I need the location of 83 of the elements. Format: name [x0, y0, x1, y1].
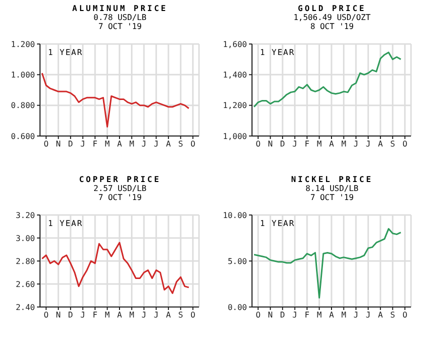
annotation: 1 YEAR — [260, 219, 295, 228]
y-tick-label: 1,400 — [222, 70, 248, 80]
x-tick-label: D — [280, 310, 286, 320]
x-tick-label: N — [268, 310, 273, 320]
x-tick-label: F — [92, 140, 98, 149]
chart-subtitle: 0.78 USD/LB 7 OCT '19 — [92, 13, 148, 31]
chart-title: GOLD PRICE — [296, 4, 368, 13]
x-tick-label: O — [402, 310, 408, 320]
x-tick-label: A — [329, 310, 334, 320]
x-tick-label: J — [354, 310, 358, 320]
x-tick-label: F — [92, 310, 98, 320]
annotation: 1 YEAR — [48, 48, 83, 57]
x-tick-label: J — [154, 140, 159, 149]
x-tick-label: M — [341, 140, 346, 149]
x-tick-label: M — [316, 310, 322, 320]
x-tick-label: O — [256, 310, 261, 320]
chart-title: ALUMINUM PRICE — [71, 4, 169, 13]
y-tick-label: 1,600 — [222, 40, 248, 49]
x-tick-label: A — [378, 310, 384, 320]
y-tick-label: 2.60 — [16, 280, 36, 289]
annotation: 1 YEAR — [48, 219, 83, 228]
x-tick-label: A — [166, 140, 172, 149]
x-tick-label: M — [129, 140, 134, 149]
x-tick-label: A — [117, 310, 122, 320]
y-tick-label: 3.20 — [16, 210, 36, 220]
annotation: 1 YEAR — [260, 48, 295, 57]
x-tick-label: O — [44, 310, 49, 320]
chart-title: NICKEL PRICE — [290, 175, 374, 184]
x-tick-label: J — [142, 140, 146, 149]
chart-subtitle: 2.57 USD/LB 7 OCT '19 — [92, 184, 148, 202]
y-tick-label: 2.80 — [16, 256, 36, 266]
x-tick-label: A — [166, 310, 172, 320]
chart-subtitle: 8.14 USD/LB 7 OCT '19 — [304, 184, 360, 202]
line-series — [41, 242, 190, 294]
y-tick-label: 0.00 — [228, 302, 248, 312]
x-tick-label: J — [154, 310, 159, 320]
y-tick-label: 1,200 — [222, 101, 248, 110]
x-tick-label: O — [190, 310, 196, 320]
x-tick-label: J — [80, 140, 86, 149]
x-tick-label: J — [366, 310, 371, 320]
x-tick-label: N — [268, 140, 273, 149]
y-tick-label: 1,000 — [222, 132, 248, 141]
x-tick-label: O — [44, 140, 49, 149]
line-series — [41, 72, 190, 128]
x-tick-label: D — [68, 140, 74, 149]
x-tick-label: S — [178, 310, 184, 320]
x-tick-label: A — [117, 140, 122, 149]
x-tick-label: M — [104, 310, 110, 320]
x-tick-label: J — [80, 310, 86, 320]
y-tick-label: 0.800 — [10, 101, 36, 110]
x-tick-label: J — [292, 310, 298, 320]
x-tick-label: J — [354, 140, 358, 149]
y-tick-label: 10.00 — [222, 210, 248, 220]
y-tick-label: 1.000 — [10, 70, 36, 80]
x-tick-label: A — [329, 140, 334, 149]
x-tick-label: S — [178, 140, 184, 149]
x-tick-label: M — [104, 140, 110, 149]
x-tick-label: N — [56, 140, 61, 149]
x-tick-label: A — [378, 140, 384, 149]
x-tick-label: S — [390, 310, 396, 320]
x-tick-label: J — [142, 310, 146, 320]
x-tick-label: O — [190, 140, 196, 149]
x-tick-label: O — [256, 140, 261, 149]
x-tick-label: N — [56, 310, 61, 320]
y-tick-label: 2.40 — [16, 302, 36, 312]
x-tick-label: S — [390, 140, 396, 149]
x-tick-label: J — [366, 140, 371, 149]
x-tick-label: J — [292, 140, 298, 149]
x-tick-label: O — [402, 140, 408, 149]
line-series — [253, 228, 402, 299]
x-tick-label: F — [304, 140, 310, 149]
x-tick-label: F — [304, 310, 310, 320]
chart-title: COPPER PRICE — [78, 175, 162, 184]
chart-subtitle: 1,506.49 USD/OZT 8 OCT '19 — [292, 13, 372, 31]
y-tick-label: 5.00 — [228, 256, 248, 266]
x-tick-label: M — [316, 140, 322, 149]
x-tick-label: M — [129, 310, 134, 320]
x-tick-label: D — [280, 140, 286, 149]
y-tick-label: 3.00 — [16, 234, 36, 243]
y-tick-label: 1.200 — [10, 40, 36, 49]
x-tick-label: D — [68, 310, 74, 320]
y-tick-label: 0.600 — [10, 132, 36, 141]
x-tick-label: M — [341, 310, 346, 320]
